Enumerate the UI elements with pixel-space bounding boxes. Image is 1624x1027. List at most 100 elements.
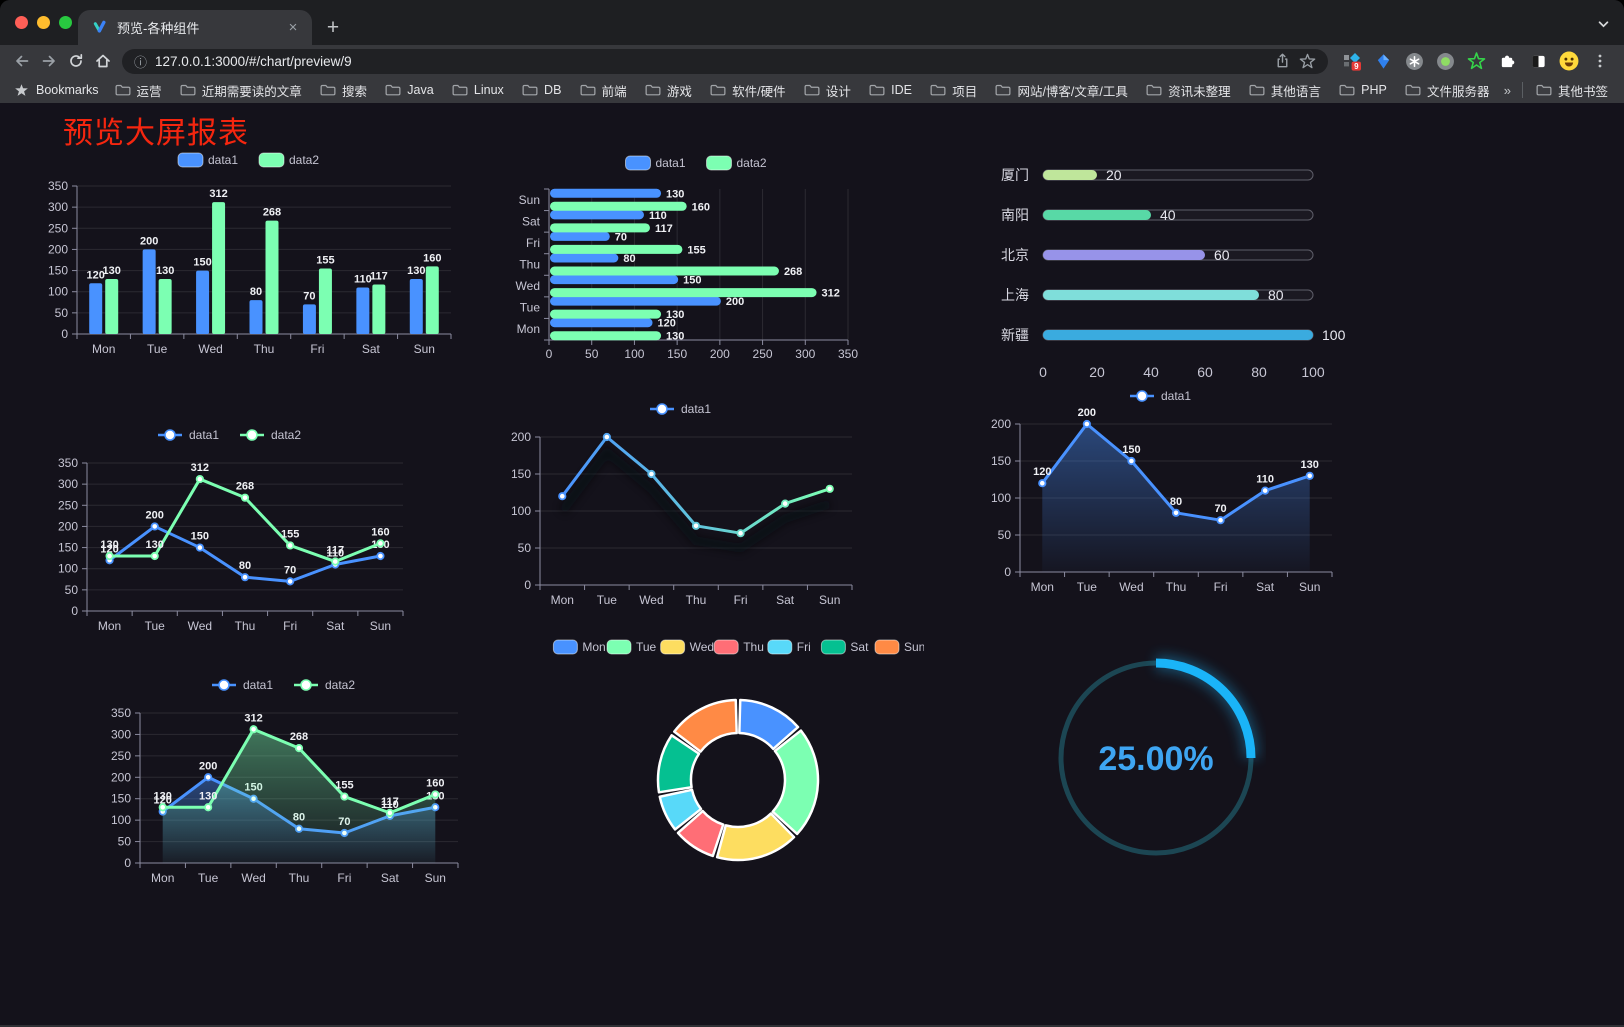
legend-item-data1[interactable]: data1 — [177, 152, 238, 168]
svg-text:data1: data1 — [189, 428, 219, 442]
url-text[interactable]: 127.0.0.1:3000/#/chart/preview/9 — [155, 53, 352, 69]
pie-slice-Sun[interactable] — [673, 698, 738, 753]
bookmark-folder[interactable]: Linux — [450, 80, 506, 100]
svg-text:300: 300 — [795, 347, 815, 361]
bookmarks-manager-item[interactable]: Bookmarks — [14, 83, 99, 98]
bookmark-folder[interactable]: 其他语言 — [1247, 80, 1323, 100]
pie-slice-Tue[interactable] — [771, 729, 820, 836]
bookmark-folder[interactable]: 项目 — [928, 80, 979, 100]
double-area-line-chart[interactable]: data1 data2 0 50 100 150 200 250 300 350 Mon Tue Wed… — [98, 673, 472, 891]
legend-item-data1[interactable]: data1 — [650, 402, 711, 416]
extension-darkmode-icon[interactable] — [1526, 49, 1550, 73]
legend-item-data2[interactable]: data2 — [294, 678, 355, 692]
svg-text:Mon: Mon — [551, 593, 574, 607]
pie-slice-Sat[interactable] — [656, 734, 701, 794]
home-button[interactable] — [89, 48, 116, 74]
bookmark-folder[interactable]: PHP — [1337, 80, 1389, 100]
legend-item-Tue[interactable]: Tue — [606, 639, 657, 655]
minimize-window-button[interactable] — [37, 16, 50, 29]
svg-text:150: 150 — [683, 275, 701, 287]
extension-gem-icon[interactable] — [1371, 49, 1395, 73]
svg-text:Mon: Mon — [92, 342, 115, 356]
extension-grid-icon[interactable]: 9 — [1340, 49, 1364, 73]
legend-item-Sat[interactable]: Sat — [820, 639, 869, 655]
svg-text:data1: data1 — [208, 153, 238, 167]
extension-green-dot-icon[interactable] — [1433, 49, 1457, 73]
pie-slice-Mon[interactable] — [738, 698, 800, 751]
svg-text:120: 120 — [1033, 466, 1051, 478]
tab-close-icon[interactable]: × — [288, 19, 298, 36]
legend-item-data2[interactable]: data2 — [706, 155, 767, 171]
bookmark-folder[interactable]: Java — [383, 80, 435, 100]
legend-item-data2[interactable]: data2 — [258, 152, 319, 168]
donut-chart[interactable]: Mon Tue Wed Thu Fri Sat Sun — [552, 635, 924, 880]
gradient-line-chart[interactable]: data1 0 50 100 150 200 Mon Tue Wed Thu Fri Sat Sun — [498, 397, 866, 613]
folder-icon — [320, 84, 336, 96]
svg-text:data2: data2 — [289, 153, 319, 167]
bookmark-star-icon[interactable] — [1299, 53, 1316, 70]
legend-item-data1[interactable]: data1 — [625, 155, 686, 171]
hbar-data1-Sun — [550, 188, 662, 198]
bookmark-folder[interactable]: 资讯未整理 — [1144, 80, 1233, 100]
progress-bar-新疆 — [1043, 330, 1313, 340]
new-tab-button[interactable]: + — [326, 16, 340, 39]
bookmark-folder[interactable]: 搜索 — [318, 80, 369, 100]
bookmark-folder-label: 搜索 — [342, 84, 368, 99]
profile-avatar[interactable] — [1557, 49, 1581, 73]
maximize-window-button[interactable] — [59, 16, 72, 29]
browser-tab[interactable]: 预览-各种组件 × — [78, 10, 312, 45]
extension-asterisk-icon[interactable] — [1402, 49, 1426, 73]
horizontal-bar-chart[interactable]: data1 data2 0 50 100 150 200 250 300 350 Mon Tue Wed… — [505, 151, 890, 366]
svg-text:Sat: Sat — [326, 619, 345, 633]
svg-text:200: 200 — [726, 296, 744, 308]
area-line-chart[interactable]: data1 0 50 100 150 200 Mon Tue Wed Thu Fri Sat Sun 12… — [978, 384, 1346, 600]
svg-text:120: 120 — [100, 543, 118, 555]
bookmark-folder[interactable]: 设计 — [802, 80, 853, 100]
pie-slice-Fri[interactable] — [658, 788, 703, 831]
svg-text:150: 150 — [667, 347, 687, 361]
bookmark-folder[interactable]: 软件/硬件 — [708, 80, 787, 100]
legend-item-data2[interactable]: data2 — [240, 428, 301, 442]
reload-button[interactable] — [62, 48, 89, 74]
bookmark-folder[interactable]: DB — [520, 80, 563, 100]
legend-item-Wed[interactable]: Wed — [660, 639, 714, 655]
progress-bar-chart[interactable]: 厦门 20 南阳 40 北京 60 上海 80 新疆 100 0 20 40 60 80 100 — [985, 155, 1365, 387]
browser-menu-icon[interactable] — [1588, 49, 1612, 73]
bookmark-folder[interactable]: IDE — [867, 80, 914, 100]
legend-item-Sun[interactable]: Sun — [874, 639, 924, 655]
page-info-icon[interactable]: ⓘ — [134, 54, 148, 70]
pie-slice-Wed[interactable] — [715, 812, 796, 862]
forward-button[interactable] — [35, 48, 62, 74]
multi-line-chart[interactable]: data1 data2 0 50 100 150 200 250 300 350 Mon Tue Wed… — [45, 423, 417, 639]
bookmark-folder[interactable]: 近期需要读的文章 — [178, 80, 304, 100]
share-icon[interactable] — [1274, 52, 1291, 70]
legend-item-data1[interactable]: data1 — [1130, 389, 1191, 403]
extensions-puzzle-icon[interactable] — [1495, 49, 1519, 73]
address-bar[interactable]: ⓘ 127.0.0.1:3000/#/chart/preview/9 — [122, 48, 1328, 74]
close-window-button[interactable] — [15, 16, 28, 29]
bookmark-folder[interactable]: 前端 — [578, 80, 629, 100]
pie-slice-Thu[interactable] — [676, 809, 725, 858]
legend-item-data1[interactable]: data1 — [212, 678, 273, 692]
bookmark-folder[interactable]: 文件服务器 — [1403, 80, 1492, 100]
grouped-bar-chart[interactable]: data1 data2 0 50 100 150 200 250 300 350 Mon Tue Wed… — [35, 148, 465, 362]
legend-item-Mon[interactable]: Mon — [552, 639, 606, 655]
legend-item-Fri[interactable]: Fri — [767, 639, 811, 655]
svg-text:Fri: Fri — [310, 342, 324, 356]
bookmark-folder[interactable]: 网站/博客/文章/工具 — [993, 80, 1129, 100]
bookmark-folder[interactable]: 游戏 — [643, 80, 694, 100]
other-bookmarks-label: 其他书签 — [1557, 84, 1608, 99]
gauge-chart[interactable]: 25.00% — [1046, 641, 1266, 871]
legend-item-data1[interactable]: data1 — [158, 428, 219, 442]
legend-item-Thu[interactable]: Thu — [713, 639, 764, 655]
other-bookmarks-folder[interactable]: 其他书签 — [1534, 80, 1610, 100]
bookmarks-overflow-chevron[interactable]: » — [1503, 82, 1511, 98]
svg-text:110: 110 — [381, 799, 399, 811]
svg-text:Fri: Fri — [797, 640, 811, 654]
extension-green-star-icon[interactable] — [1464, 49, 1488, 73]
tab-search-chevron-icon[interactable] — [1596, 17, 1611, 36]
bookmark-folder[interactable]: 运营 — [113, 80, 164, 100]
gauge-value-label: 25.00% — [1098, 740, 1213, 778]
svg-text:Sat: Sat — [776, 593, 795, 607]
back-button[interactable] — [8, 48, 35, 74]
